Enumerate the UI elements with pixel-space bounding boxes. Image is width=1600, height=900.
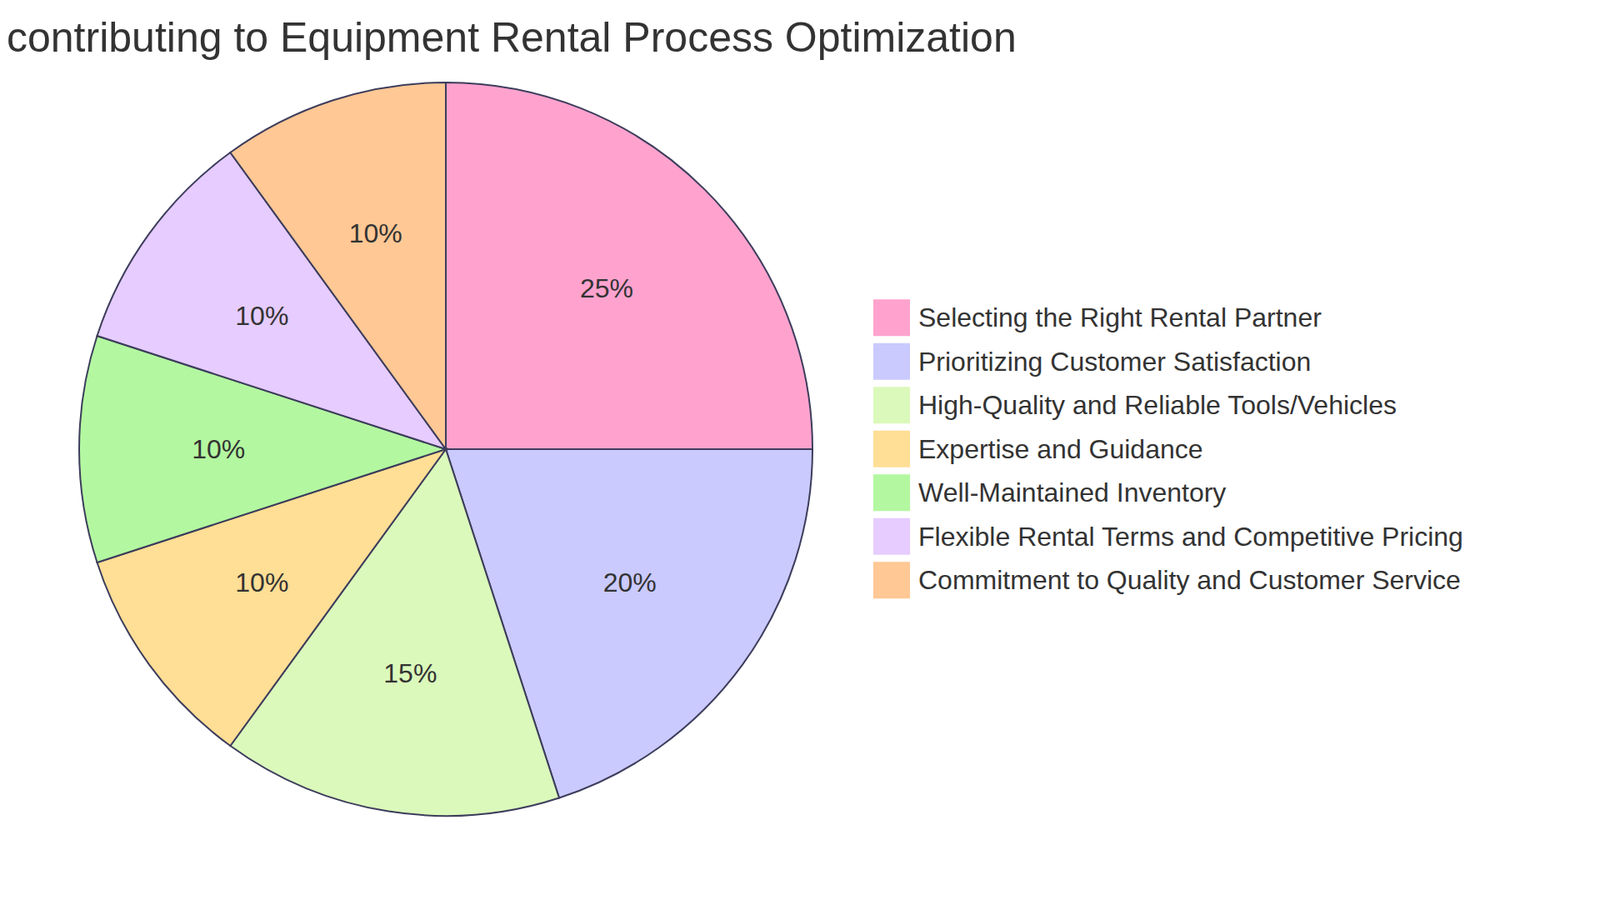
title: contributing to Equipment Rental Process… [6, 14, 1017, 61]
legend-label: High-Quality and Reliable Tools/Vehicles [918, 390, 1397, 420]
pie: 25% 20% 15% 10% 10% 10% 10% [79, 82, 813, 816]
slice [445, 82, 813, 450]
legend-swatch [873, 386, 910, 424]
legend-label: Prioritizing Customer Satisfaction [918, 346, 1311, 377]
legend-swatch [873, 343, 910, 380]
data-label: 20% [603, 567, 657, 598]
legend-swatch [873, 561, 910, 599]
legend-swatch [873, 518, 910, 555]
legend-swatch [873, 474, 910, 511]
data-label: 25% [580, 273, 634, 304]
legend-swatch [873, 430, 910, 468]
data-label: 10% [235, 300, 289, 331]
legend-label: Well-Maintained Inventory [918, 477, 1226, 508]
data-label: 15% [383, 658, 437, 689]
legend-label: Selecting the Right Rental Partner [918, 302, 1322, 333]
legend-label: Commitment to Quality and Customer Servi… [918, 565, 1461, 595]
data-label: 10% [191, 434, 245, 465]
data-label: 10% [349, 218, 403, 249]
legend-label: Flexible Rental Terms and Competitive Pr… [918, 521, 1464, 552]
legend-label: Expertise and Guidance [918, 434, 1204, 465]
slice [230, 82, 446, 450]
legend-swatch [873, 299, 910, 336]
legend: Selecting the Right Rental Partner Priori… [873, 299, 1464, 599]
data-label: 10% [235, 567, 289, 598]
chart: contributing to Equipment Rental Process… [0, 0, 1600, 900]
